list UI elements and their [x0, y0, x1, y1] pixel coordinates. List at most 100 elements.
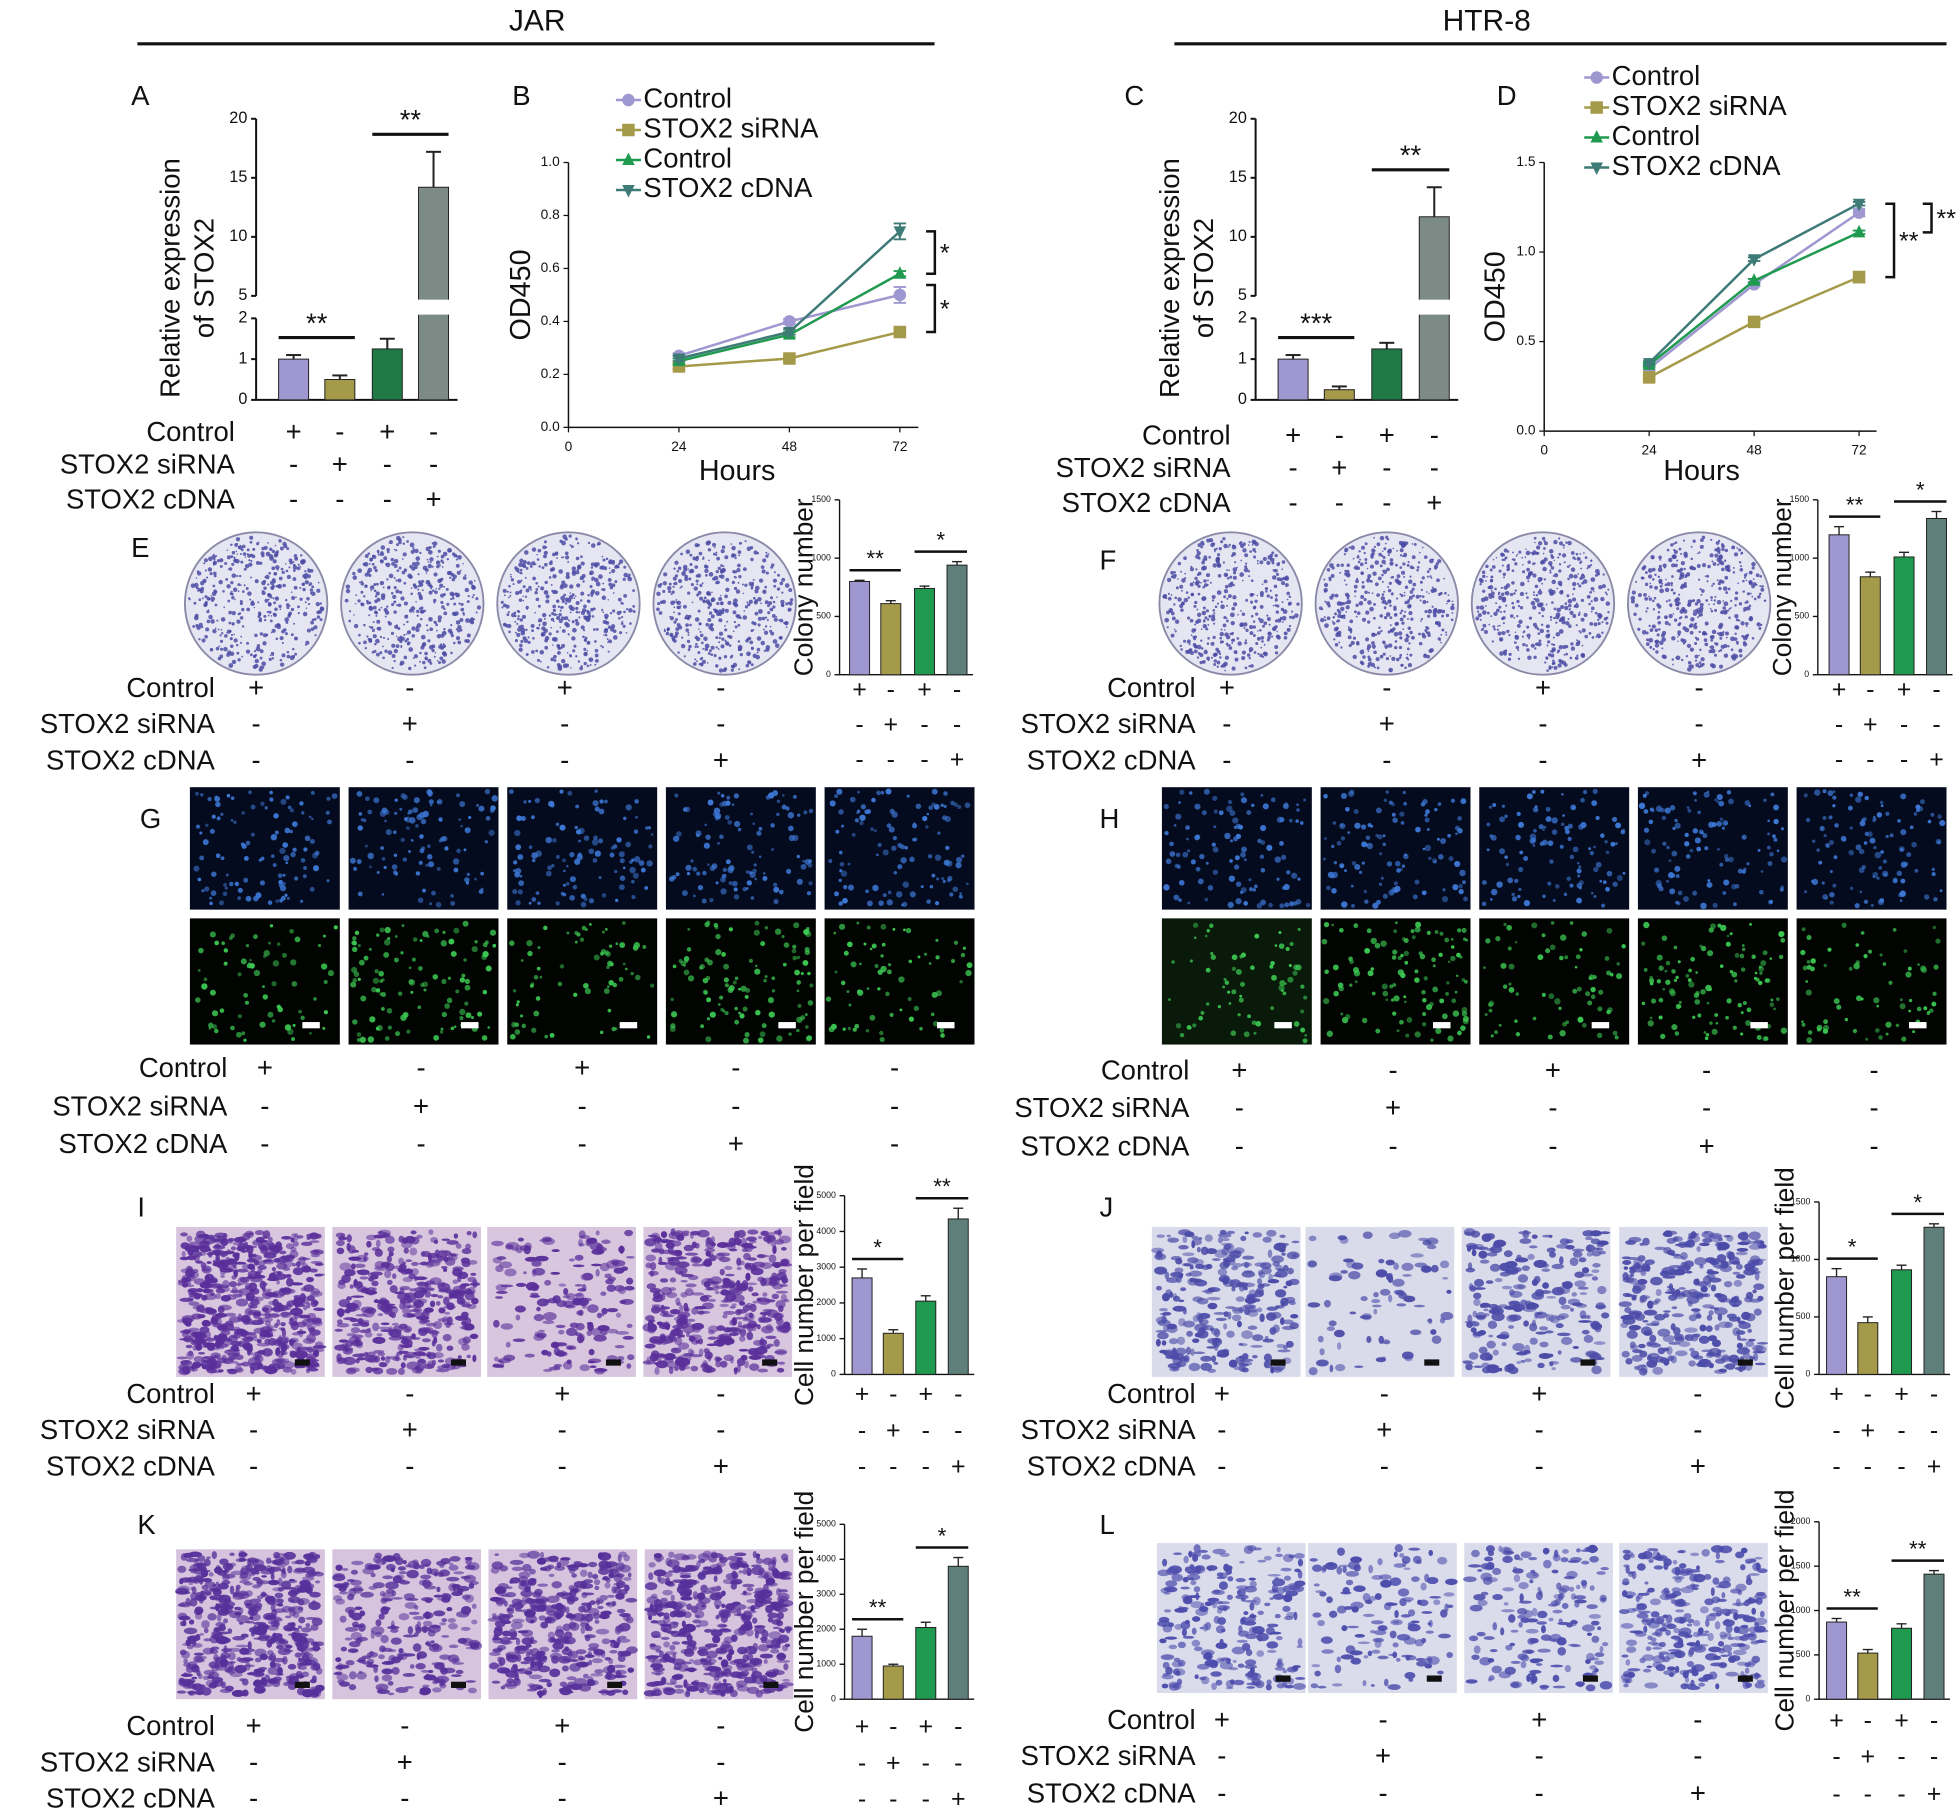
colony [1551, 601, 1554, 604]
colony [514, 614, 517, 618]
colony [1242, 548, 1247, 553]
colony [1210, 542, 1215, 548]
cell [931, 788, 938, 795]
colony [503, 594, 506, 597]
colony [749, 640, 754, 645]
colony [602, 619, 607, 625]
colony [278, 576, 283, 581]
colony [352, 575, 358, 580]
colony [1361, 617, 1367, 622]
colony [707, 617, 712, 622]
colony [1224, 629, 1226, 631]
cell [1494, 1030, 1498, 1035]
cell [874, 963, 879, 969]
colony [1177, 578, 1179, 580]
colony [388, 585, 391, 588]
colony [1340, 646, 1343, 649]
colony [372, 621, 375, 623]
cell [427, 854, 433, 860]
cell [310, 791, 315, 795]
cell [1394, 860, 1401, 867]
colony [1666, 582, 1671, 587]
colony [371, 562, 375, 566]
cell [1426, 828, 1430, 831]
colony [556, 662, 561, 667]
colony [398, 540, 402, 545]
colony [673, 567, 676, 570]
cell [562, 858, 566, 863]
cell [1523, 899, 1531, 907]
colony [426, 624, 429, 627]
colony [686, 617, 690, 621]
cell [1450, 938, 1454, 941]
colony [1572, 581, 1577, 587]
cell [1610, 841, 1616, 847]
colony [233, 559, 237, 562]
colony [1652, 599, 1655, 603]
colony [1563, 546, 1565, 549]
colony [594, 663, 597, 666]
cell [420, 982, 425, 988]
cell [1292, 970, 1298, 976]
colony [716, 580, 720, 585]
cell [311, 817, 314, 821]
colony [226, 555, 231, 560]
colony [1683, 567, 1686, 571]
colony [1677, 640, 1679, 643]
colony [600, 565, 605, 570]
colony [731, 580, 736, 585]
colony [1568, 608, 1571, 611]
colony [1228, 646, 1233, 650]
colony [534, 611, 536, 614]
colony [1193, 637, 1197, 641]
cell [1175, 813, 1182, 820]
colony [714, 546, 716, 549]
colony [197, 589, 200, 592]
colony [1274, 604, 1277, 607]
colony [1577, 613, 1581, 616]
colony [718, 597, 723, 601]
cell [1278, 930, 1282, 935]
colony [583, 651, 588, 657]
colony [1698, 630, 1701, 634]
cell [719, 995, 724, 1000]
cell [1182, 851, 1189, 858]
colony [396, 635, 398, 638]
colony [1217, 573, 1222, 578]
colony [282, 541, 287, 547]
colony [509, 591, 512, 594]
cell [1251, 1020, 1257, 1025]
cell [1361, 861, 1365, 865]
colony [750, 663, 754, 667]
colony [1659, 640, 1664, 645]
colony [1212, 563, 1217, 568]
colony [598, 574, 603, 579]
colony [563, 583, 568, 589]
colony [1671, 575, 1674, 578]
cell [920, 885, 924, 889]
cell [320, 963, 328, 970]
cell [442, 930, 446, 935]
cell [1599, 879, 1603, 883]
colony [397, 636, 402, 642]
colony [604, 633, 608, 637]
colony [1408, 595, 1413, 600]
colony [781, 577, 786, 582]
colony [705, 573, 708, 577]
colony [1406, 563, 1410, 567]
cell [360, 995, 367, 1002]
colony [1565, 652, 1569, 656]
cell [1563, 892, 1568, 896]
cell [357, 825, 363, 831]
colony [462, 613, 466, 616]
colony [1497, 593, 1500, 596]
cell [253, 969, 261, 977]
colony [417, 585, 420, 588]
colony [428, 590, 433, 595]
colony [1400, 637, 1402, 639]
cell [1425, 809, 1430, 815]
cell [707, 959, 713, 966]
colony [718, 641, 721, 644]
colony [1356, 555, 1360, 559]
cell [1331, 923, 1335, 927]
